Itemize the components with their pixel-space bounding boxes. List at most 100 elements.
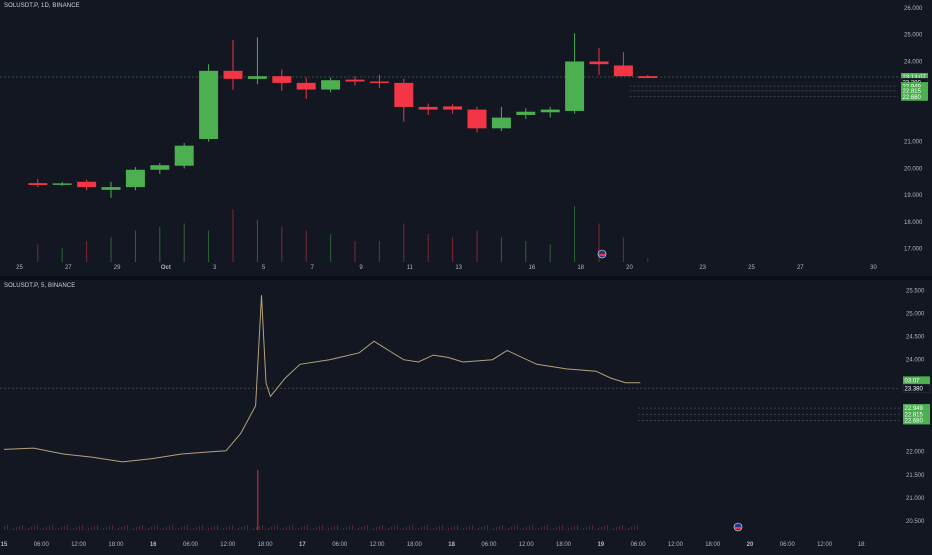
time-tick-7: 18:00 (258, 542, 274, 548)
volume-bar-5m (421, 527, 422, 530)
volume-bar-5m (550, 529, 551, 530)
volume-bar-5m (541, 527, 542, 530)
candle-2[interactable] (77, 179, 97, 191)
volume-bar-5m (214, 526, 215, 530)
candle-body-19 (491, 117, 511, 129)
volume-bar-5m (61, 527, 62, 530)
daily-chart-pane[interactable]: SOLUSDT.P, 1D, BINANCE 26.000 25.000 24.00… (0, 0, 932, 278)
intraday-chart-svg[interactable]: 25.500 25.000 24.500 24.000 22.000 21.500 21.0… (0, 280, 932, 550)
volume-bar-24 (622, 237, 624, 262)
volume-bar-5m (346, 527, 347, 530)
candle-13[interactable] (345, 76, 365, 86)
us-flag-event-icon[interactable] (733, 522, 743, 532)
volume-bar-5m (370, 529, 371, 530)
candle-25[interactable] (638, 74, 658, 79)
candle-body-16 (418, 106, 438, 110)
volume-bar-5m (340, 529, 341, 530)
volume-bar-5m (187, 525, 188, 530)
price-tick-5m-2: 24.500 (906, 335, 925, 341)
time-tick-1: 06:00 (34, 542, 50, 548)
volume-bar-5m (454, 526, 455, 530)
volume-bar-5m (520, 529, 521, 530)
candle-18[interactable] (467, 106, 487, 133)
price-tag-5m-0-box (903, 376, 930, 385)
date-tick-12: 20 (626, 265, 633, 271)
date-tick-4: 3 (213, 265, 217, 271)
volume-bar-5m (583, 528, 584, 530)
us-flag-event-icon-stripe (735, 527, 741, 529)
volume-bar-5m (46, 527, 47, 530)
candle-15[interactable] (394, 78, 414, 122)
candle-body-3 (101, 187, 121, 190)
volume-bar-5m (166, 527, 167, 530)
candle-24[interactable] (613, 52, 633, 77)
volume-bar-5m (400, 529, 401, 530)
us-flag-event-icon[interactable] (597, 249, 607, 259)
candle-7[interactable] (199, 64, 219, 142)
volume-bar-16 (427, 234, 429, 262)
candle-12[interactable] (321, 77, 341, 93)
candle-body-10 (272, 76, 292, 83)
candle-6[interactable] (174, 143, 194, 169)
candle-4[interactable] (125, 167, 145, 191)
candle-body-18 (467, 109, 487, 129)
volume-bar-5m (280, 529, 281, 530)
volume-bar-23 (598, 223, 600, 262)
volume-bar-5m (397, 525, 398, 530)
volume-bar-5m (532, 525, 533, 530)
volume-bar-5m (4, 526, 5, 530)
volume-bar-5m (256, 527, 257, 530)
candle-0[interactable] (28, 179, 48, 188)
candle-body-17 (443, 106, 463, 110)
candle-body-12 (321, 80, 341, 90)
price-tick-1: 25.000 (904, 33, 923, 39)
candle-23[interactable] (589, 48, 609, 75)
candle-20[interactable] (516, 108, 536, 119)
candle-8[interactable] (223, 40, 243, 90)
volume-bar-5m (106, 527, 107, 530)
volume-bar-5m (7, 525, 8, 530)
volume-bar-5m (298, 528, 299, 530)
candle-body-22 (565, 61, 585, 111)
candle-body-2 (77, 181, 97, 188)
volume-bar-5m (100, 529, 101, 530)
volume-bar-5m (343, 528, 344, 530)
intraday-chart-pane[interactable]: SOLUSDT.P, 5, BINANCE 25.500 25.000 24.500… (0, 280, 932, 550)
volume-bar-5m (403, 528, 404, 530)
price-tag-4-box (901, 92, 928, 101)
date-tick-13: 23 (699, 265, 706, 271)
price-tick-5m-0: 25.500 (906, 289, 925, 295)
price-line[interactable] (3, 295, 641, 463)
daily-chart-svg[interactable]: 26.000 25.000 24.000 21.000 20.000 19.000 18.0… (0, 0, 932, 276)
price-tag-4-label: 22.680 (903, 95, 922, 101)
candle-1[interactable] (52, 181, 72, 186)
candle-19[interactable] (491, 106, 511, 131)
time-tick-21: 06:00 (780, 542, 796, 548)
candle-17[interactable] (443, 104, 463, 114)
volume-bar-5m (142, 525, 143, 530)
candle-21[interactable] (540, 106, 560, 118)
candle-9[interactable] (247, 37, 267, 85)
volume-bar-5m (22, 525, 23, 530)
price-tick-7: 17.000 (904, 247, 923, 253)
us-flag-event-icon-stripe (599, 254, 605, 256)
volume-bar-5m (460, 529, 461, 530)
candle-16[interactable] (418, 103, 438, 115)
time-tick-5: 06:00 (183, 542, 199, 548)
volume-bar-5m (349, 526, 350, 530)
volume-bar-5m (529, 526, 530, 530)
candle-11[interactable] (296, 77, 316, 99)
candle-14[interactable] (369, 74, 389, 89)
volume-bar-5m (211, 527, 212, 530)
volume-bar-5m (130, 529, 131, 530)
volume-bar-5m (169, 526, 170, 530)
volume-bar-5m (505, 529, 506, 530)
candle-10[interactable] (272, 69, 292, 91)
candle-22[interactable] (565, 33, 585, 114)
volume-bar-0 (37, 244, 39, 262)
pane-divider[interactable] (0, 276, 932, 280)
candle-3[interactable] (101, 181, 121, 198)
time-tick-12: 18 (448, 542, 455, 548)
candle-5[interactable] (150, 163, 170, 174)
volume-bar-5m (463, 528, 464, 530)
